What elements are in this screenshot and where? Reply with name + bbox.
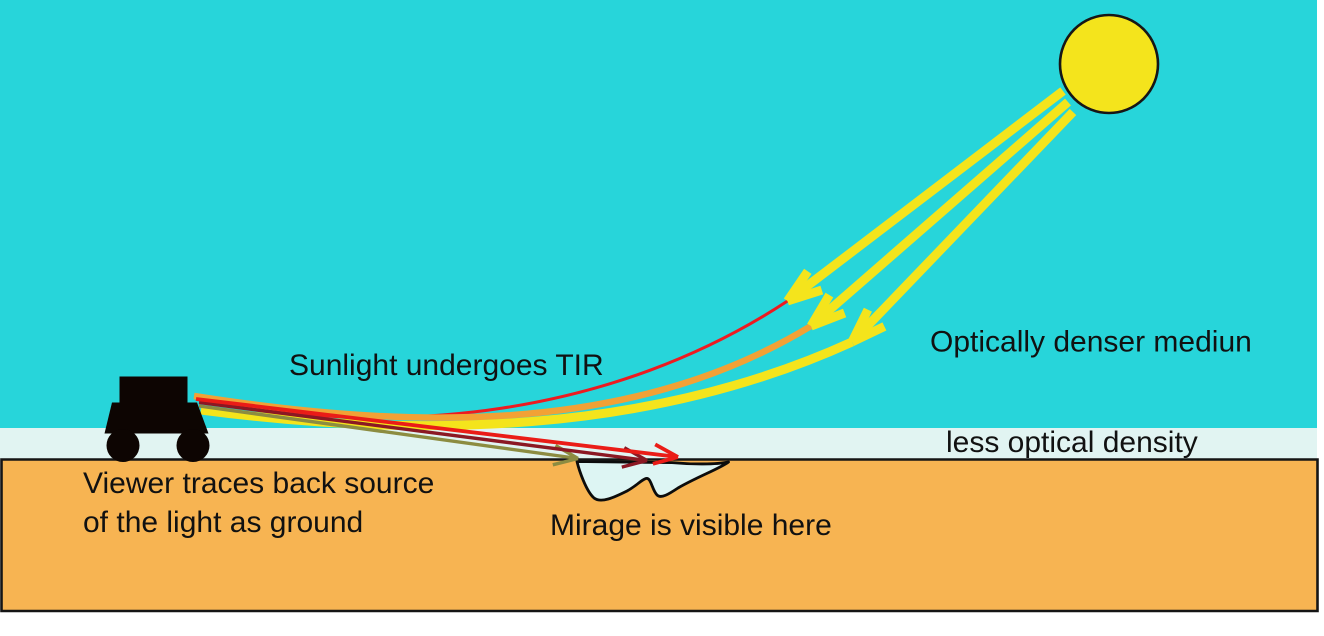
svg-text:Mirage is visible here: Mirage is visible here [550,509,832,542]
svg-text:Sunlight undergoes TIR: Sunlight undergoes TIR [289,349,604,382]
svg-text:less optical density: less optical density [946,426,1198,459]
svg-text:Optically denser mediun: Optically denser mediun [930,326,1252,359]
svg-text:of the light as ground: of the light as ground [83,506,363,539]
svg-text:Viewer traces back source: Viewer traces back source [83,467,434,500]
